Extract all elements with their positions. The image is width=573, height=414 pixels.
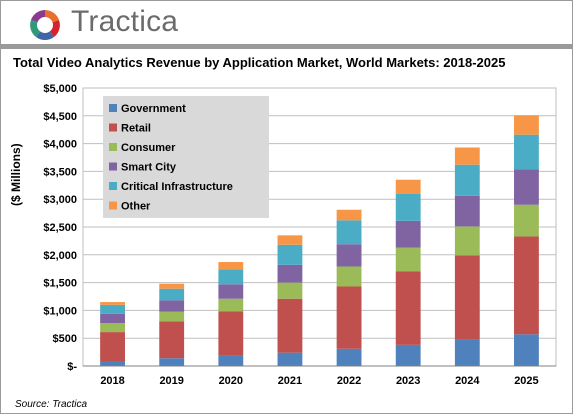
bar-segment xyxy=(395,193,421,221)
bar-segment xyxy=(159,358,185,366)
y-tick-label: $3,500 xyxy=(43,166,77,178)
x-tick-label: 2022 xyxy=(337,375,361,387)
bar-segment xyxy=(100,313,125,324)
legend-swatch xyxy=(109,123,117,132)
bar-segment xyxy=(159,283,185,289)
legend-label: Smart City xyxy=(121,162,177,174)
bar-segment xyxy=(454,195,480,227)
bar-segment xyxy=(100,304,125,314)
bar-segment xyxy=(514,115,539,135)
tractica-logo-icon xyxy=(30,10,60,40)
legend-swatch xyxy=(109,201,117,210)
bar-segment xyxy=(218,262,244,270)
y-tick-label: $4,500 xyxy=(43,111,77,123)
bar-segment xyxy=(277,244,303,265)
bar-segment xyxy=(159,300,185,312)
legend-label: Government xyxy=(121,103,186,115)
bar-segment xyxy=(218,269,244,285)
bar-segment xyxy=(514,134,539,170)
bar-segment xyxy=(395,220,421,248)
bar-segment xyxy=(100,360,125,366)
x-tick-label: 2018 xyxy=(100,375,124,387)
source-note: Source: Tractica xyxy=(15,399,88,410)
bar-segment xyxy=(277,282,303,299)
x-tick-label: 2025 xyxy=(514,375,538,387)
chart-title: Total Video Analytics Revenue by Applica… xyxy=(13,55,506,70)
bar-segment xyxy=(159,311,185,322)
bar-segment xyxy=(277,235,303,245)
bar-segment xyxy=(100,332,125,361)
legend-label: Critical Infrastructure xyxy=(121,181,233,193)
x-tick-label: 2023 xyxy=(396,375,420,387)
y-tick-label: $1,500 xyxy=(43,278,77,290)
x-tick-label: 2019 xyxy=(159,375,183,387)
bar-segment xyxy=(159,288,185,301)
header-divider xyxy=(1,44,572,49)
legend-swatch xyxy=(109,143,117,151)
y-tick-label: $1,000 xyxy=(43,305,77,317)
bar-segment xyxy=(395,344,421,366)
bar-segment xyxy=(100,302,125,305)
x-tick-label: 2021 xyxy=(278,375,302,387)
bar-segment xyxy=(454,226,480,256)
legend-swatch xyxy=(109,104,117,112)
brand-name: Tractica xyxy=(71,5,179,38)
legend-label: Consumer xyxy=(121,142,176,154)
bar-segment xyxy=(218,298,244,312)
bar-segment xyxy=(218,311,244,356)
legend-label: Retail xyxy=(121,123,151,135)
x-tick-label: 2020 xyxy=(219,375,243,387)
legend-swatch xyxy=(109,162,117,171)
bar-segment xyxy=(277,264,303,283)
bar-segment xyxy=(100,323,125,333)
bar-segment xyxy=(454,339,480,366)
y-tick-label: $500 xyxy=(53,333,77,345)
bar-segment xyxy=(218,355,244,366)
bar-segment xyxy=(336,244,362,267)
y-tick-label: $4,000 xyxy=(43,139,77,151)
legend-swatch xyxy=(109,182,117,190)
y-tick-label: $5,000 xyxy=(43,83,77,95)
bar-segment xyxy=(336,348,362,366)
bar-segment xyxy=(218,284,244,299)
bar-segment xyxy=(514,334,539,366)
y-tick-label: $2,000 xyxy=(43,250,77,262)
bar-segment xyxy=(336,286,362,349)
bar-segment xyxy=(514,169,539,205)
x-tick-label: 2024 xyxy=(455,375,480,387)
bar-segment xyxy=(454,255,480,340)
y-tick-label: $3,000 xyxy=(43,194,77,206)
bar-segment xyxy=(277,352,303,366)
legend-label: Other xyxy=(121,201,151,213)
bar-segment xyxy=(514,236,539,335)
bar-segment xyxy=(454,147,480,165)
bar-segment xyxy=(336,220,362,245)
bar-segment xyxy=(454,164,480,196)
bar-segment xyxy=(395,179,421,194)
header: Tractica xyxy=(1,1,572,43)
y-tick-label: $2,500 xyxy=(43,222,77,234)
bar-segment xyxy=(159,321,185,359)
y-tick-label: $- xyxy=(67,361,77,373)
bar-segment xyxy=(395,247,421,272)
bar-segment xyxy=(336,266,362,287)
legend-box xyxy=(103,96,269,218)
bar-segment xyxy=(514,204,539,237)
bar-segment xyxy=(395,271,421,345)
bar-segment xyxy=(277,298,303,353)
bar-segment xyxy=(336,209,362,221)
